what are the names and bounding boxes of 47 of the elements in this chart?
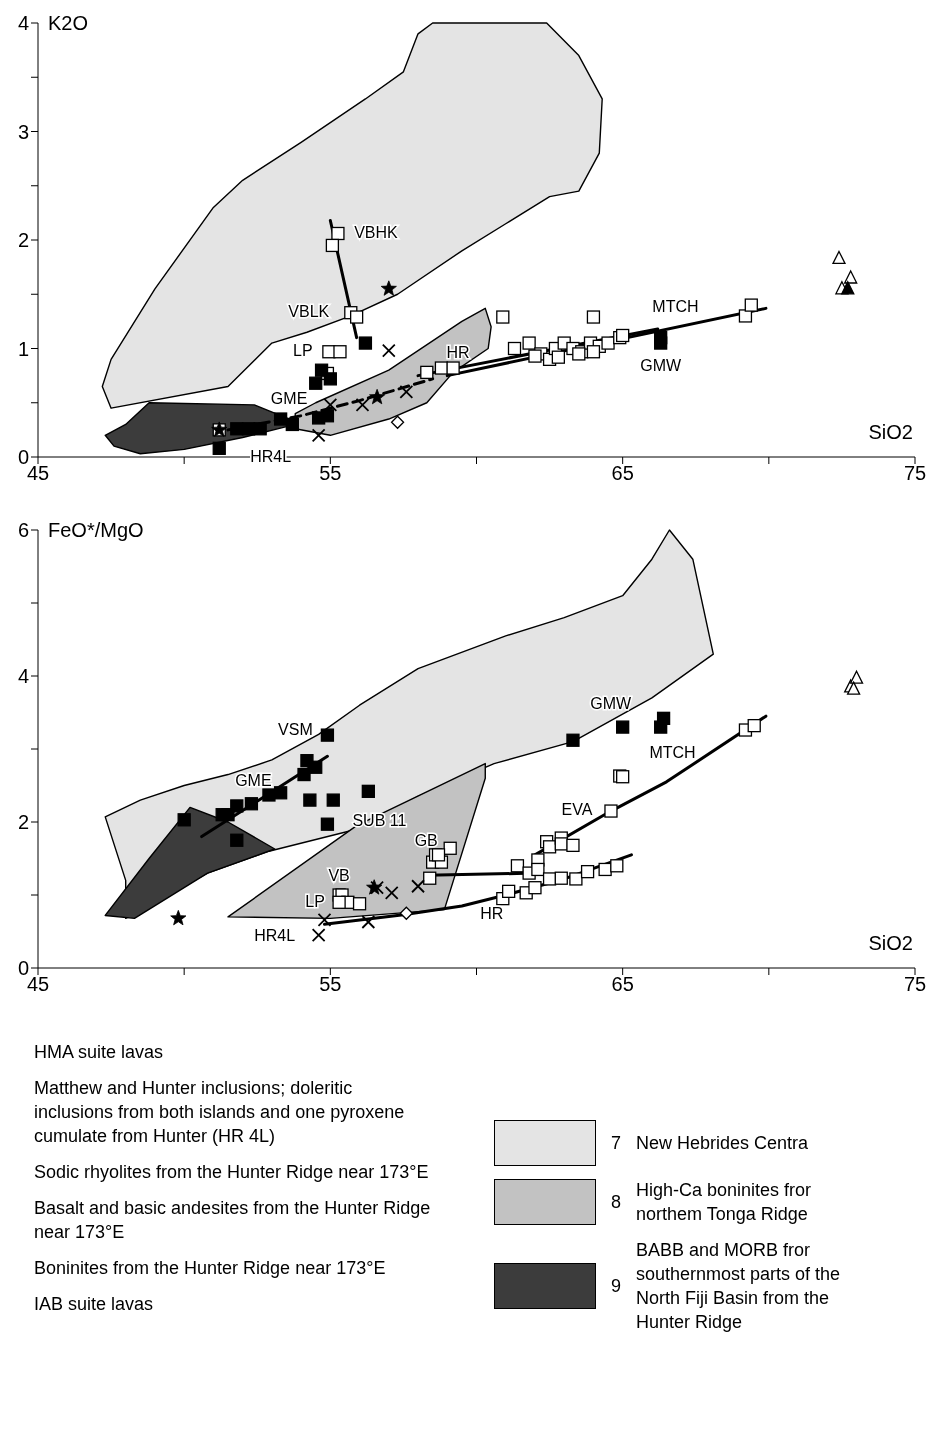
x-tick-label: 55 bbox=[319, 973, 342, 996]
annotation: VBHK bbox=[354, 223, 399, 241]
x-tick-label: 65 bbox=[611, 973, 634, 996]
y-tick-label: 0 bbox=[17, 957, 29, 980]
text: HMA suite lavas bbox=[34, 1041, 165, 1064]
annotation: VB bbox=[328, 867, 350, 885]
annotation: GMW bbox=[640, 357, 683, 375]
x-axis-title: SiO2 bbox=[868, 932, 913, 954]
annotation: GME bbox=[235, 771, 272, 789]
annotation: VSM bbox=[278, 721, 313, 739]
annotation: HR bbox=[480, 905, 504, 923]
annotation: LP bbox=[305, 892, 325, 910]
x-tick-label: 55 bbox=[319, 462, 342, 485]
annotation: HR4L bbox=[250, 447, 292, 465]
annotation: GMW bbox=[590, 695, 632, 713]
y-axis-title: FeO*/MgO bbox=[48, 519, 144, 541]
annotation: VBLK bbox=[288, 302, 330, 320]
annotation: HR bbox=[446, 343, 470, 361]
annotation: LP bbox=[293, 341, 313, 359]
y-tick-label: 4 bbox=[17, 665, 29, 688]
y-tick-label: 3 bbox=[17, 120, 29, 143]
x-tick-label: 75 bbox=[903, 462, 927, 485]
x-tick-label: 75 bbox=[903, 973, 927, 996]
y-tick-label: 2 bbox=[17, 811, 29, 834]
annotation: HR4L bbox=[254, 927, 296, 945]
y-tick-label: 6 bbox=[17, 519, 29, 542]
annotation: MTCH bbox=[652, 298, 699, 316]
annotation: EVA bbox=[561, 801, 593, 819]
text: Sodic rhyolites from the Hunter Ridge near 173°E bbox=[34, 1161, 430, 1184]
text: IAB suite lavas bbox=[34, 1293, 155, 1316]
x-tick-label: 65 bbox=[611, 462, 634, 485]
text: 7 New Hebrides Centra bbox=[610, 1131, 810, 1155]
y-axis-title: K2O bbox=[48, 12, 89, 34]
x-axis-title: SiO2 bbox=[868, 421, 913, 443]
annotation: GME bbox=[270, 389, 308, 407]
y-tick-label: 2 bbox=[17, 229, 29, 252]
x-tick-label: 45 bbox=[26, 973, 50, 996]
text: Matthew and Hunter inclusions; doleritic inclusions from both islands and one pyroxene cumulate from Hunter (HR 4L) bbox=[34, 1077, 406, 1148]
x-tick-label: 45 bbox=[26, 462, 50, 485]
text: Basalt and basic andesites from the Hunter Ridge near 173°E bbox=[34, 1197, 432, 1244]
y-tick-label: 0 bbox=[17, 446, 29, 469]
text: Boninites from the Hunter Ridge near 173°E bbox=[34, 1257, 387, 1280]
text: 9 BABB and MORB fror southernmost parts of the North Fiji Basin from the Hunter Ridge bbox=[610, 1239, 842, 1334]
y-tick-label: 4 bbox=[17, 12, 29, 35]
y-tick-label: 1 bbox=[17, 337, 29, 360]
annotation: GB bbox=[414, 832, 438, 850]
annotation: MTCH bbox=[649, 744, 696, 762]
